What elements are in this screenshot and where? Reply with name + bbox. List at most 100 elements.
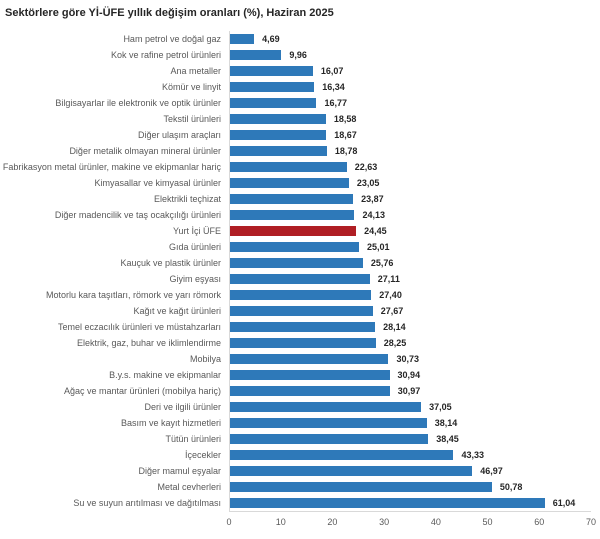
bar-label: Giyim eşyası — [169, 274, 221, 284]
bar-track: 24,13 — [229, 207, 591, 223]
chart-row: Diğer madencilik ve taş ocakçılığı ürünl… — [0, 207, 600, 223]
x-tick-label: 50 — [482, 517, 493, 527]
bar-value: 28,25 — [383, 338, 407, 348]
chart-row: Kimyasallar ve kimyasal ürünler 23,05 — [0, 175, 600, 191]
chart-row: Fabrikasyon metal ürünler, makine ve eki… — [0, 159, 600, 175]
bar-value: 30,97 — [397, 386, 421, 396]
x-tick-label: 70 — [585, 517, 597, 527]
bar-track: 27,11 — [229, 271, 591, 287]
bar-value: 38,45 — [436, 434, 459, 444]
bar-chart: Ham petrol ve doğal gaz 4,69 Kok ve rafine… — [0, 31, 600, 530]
bar-label: Kimyasallar ve kimyasal ürünler — [94, 178, 221, 188]
bar-value: 50,78 — [499, 482, 523, 492]
bar-value: 27,40 — [379, 290, 402, 300]
bar-track: 16,34 — [229, 79, 591, 95]
bar — [230, 162, 347, 172]
bar-label: Deri ve ilgili ürünler — [144, 402, 221, 412]
chart-row: Su ve suyun arıtılması ve dağıtılması 61,… — [0, 495, 600, 511]
bar-value: 25,76 — [370, 258, 394, 268]
x-axis: 0 10 20 30 40 50 60 70 — [226, 512, 596, 530]
bar-track: 30,94 — [229, 367, 591, 383]
bar-track: 18,58 — [229, 111, 591, 127]
bar-value: 23,05 — [356, 178, 380, 188]
bar-rows: Ham petrol ve doğal gaz 4,69 Kok ve rafine… — [0, 31, 600, 511]
bar-label: Basım ve kayıt hizmetleri — [120, 418, 221, 428]
x-axis-line — [229, 511, 591, 512]
chart-row: Ham petrol ve doğal gaz 4,69 — [0, 31, 600, 47]
bar-track: 43,33 — [229, 447, 591, 463]
bar-value: 24,45 — [364, 226, 387, 236]
bar — [230, 434, 429, 444]
bar-track: 38,45 — [229, 431, 591, 447]
bar-label: Diğer madencilik ve taş ocakçılığı ürünl… — [54, 210, 221, 220]
chart-row: Motorlu kara taşıtları, römork ve yarı r… — [0, 287, 600, 303]
bar — [230, 82, 315, 92]
bar-value: 18,78 — [334, 146, 358, 156]
bar — [230, 258, 363, 268]
chart-row: Tütün ürünleri 38,45 — [0, 431, 600, 447]
chart-row: Kömür ve linyit 16,34 — [0, 79, 600, 95]
bar-label: Mobilya — [189, 354, 221, 364]
bar — [230, 402, 422, 412]
bar-label: Motorlu kara taşıtları, römork ve yarı r… — [45, 290, 221, 300]
bar — [230, 482, 492, 492]
bar — [230, 242, 359, 252]
bar-track: 27,40 — [229, 287, 591, 303]
bar-track: 30,97 — [229, 383, 591, 399]
bar-value: 22,63 — [354, 162, 378, 172]
bar-track: 27,67 — [229, 303, 591, 319]
chart-row: Gıda ürünleri 25,01 — [0, 239, 600, 255]
bar — [230, 354, 389, 364]
chart-row: Temel eczacılık ürünleri ve müstahzarlar… — [0, 319, 600, 335]
bar-track: 16,07 — [229, 63, 591, 79]
bar-track: 30,73 — [229, 351, 591, 367]
bar-value: 30,73 — [396, 354, 419, 364]
bar-label: Gıda ürünleri — [168, 242, 221, 252]
bar-value: 24,13 — [362, 210, 385, 220]
bar-value: 43,33 — [461, 450, 484, 460]
bar — [230, 50, 282, 60]
x-tick-label: 20 — [327, 517, 338, 527]
bar-track: 61,04 — [229, 495, 591, 511]
bar-label: Kauçuk ve plastik ürünler — [120, 258, 221, 268]
chart-row: Elektrik, gaz, buhar ve iklimlendirme 28,… — [0, 335, 600, 351]
chart-row: Kağıt ve kağıt ürünleri 27,67 — [0, 303, 600, 319]
bar-label: Ham petrol ve doğal gaz — [123, 34, 221, 44]
chart-row: Tekstil ürünleri 18,58 — [0, 111, 600, 127]
bar-label: Tütün ürünleri — [165, 434, 221, 444]
chart-row: İçecekler 43,33 — [0, 447, 600, 463]
chart-row: Yurt İçi ÜFE 24,45 — [0, 223, 600, 239]
bar — [230, 194, 354, 204]
bar-track: 23,87 — [229, 191, 591, 207]
bar-value: 18,67 — [334, 130, 357, 140]
bar-track: 37,05 — [229, 399, 591, 415]
bar-label: Kok ve rafine petrol ürünleri — [110, 50, 221, 60]
chart-row: Elektrikli teçhizat 23,87 — [0, 191, 600, 207]
bar — [230, 370, 390, 380]
chart-row: Metal cevherleri 50,78 — [0, 479, 600, 495]
bar-track: 9,96 — [229, 47, 591, 63]
bar — [230, 306, 373, 316]
bar-value: 27,11 — [377, 274, 400, 284]
bar-label: Bilgisayarlar ile elektronik ve optik ür… — [55, 98, 221, 108]
bar-value: 18,58 — [333, 114, 357, 124]
bar-track: 4,69 — [229, 31, 591, 47]
bar-label: Diğer metalik olmayan mineral ürünler — [69, 146, 221, 156]
bar-label: Tekstil ürünleri — [163, 114, 221, 124]
bar-track: 28,25 — [229, 335, 591, 351]
bar — [230, 386, 390, 396]
bar-value: 61,04 — [552, 498, 576, 508]
bar — [230, 466, 473, 476]
bar-label: Diğer ulaşım araçları — [137, 130, 221, 140]
bar-label: Kağıt ve kağıt ürünleri — [133, 306, 221, 316]
bar — [230, 274, 370, 284]
bar — [230, 210, 355, 220]
highlight-bar — [230, 226, 357, 236]
x-tick-label: 40 — [430, 517, 441, 527]
x-tick-label: 0 — [226, 517, 232, 527]
bar-value: 30,94 — [397, 370, 421, 380]
bar-label: Fabrikasyon metal ürünler, makine ve eki… — [2, 162, 221, 172]
bar — [230, 66, 313, 76]
bar-value: 27,67 — [380, 306, 404, 316]
bar-label: İçecekler — [184, 450, 221, 460]
